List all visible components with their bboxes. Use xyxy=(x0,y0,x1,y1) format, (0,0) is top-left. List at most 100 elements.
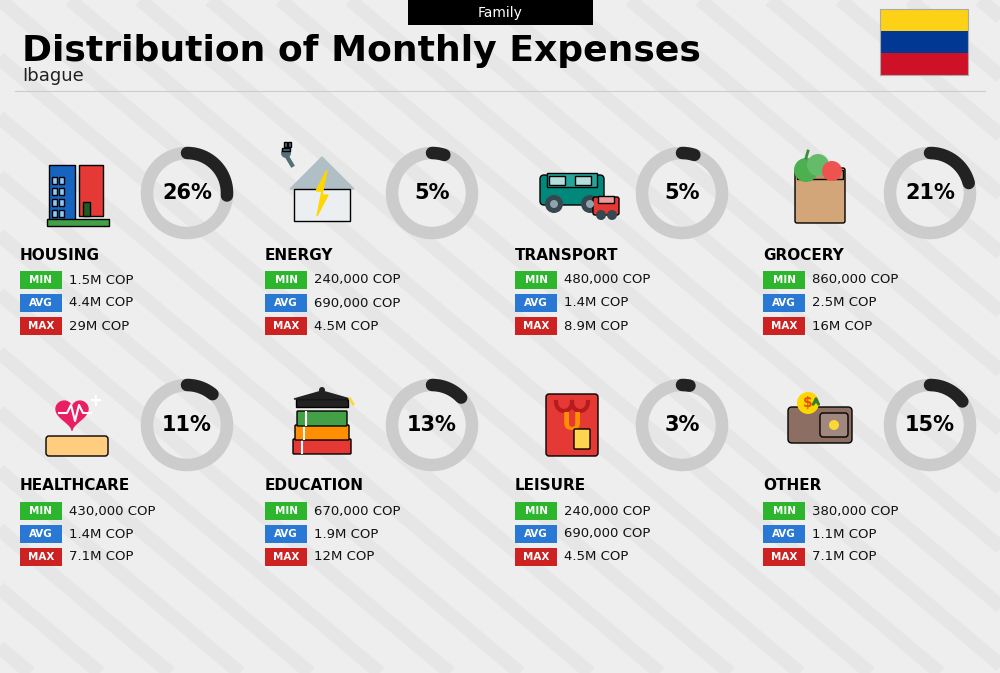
FancyBboxPatch shape xyxy=(265,502,307,520)
FancyBboxPatch shape xyxy=(52,210,57,217)
FancyBboxPatch shape xyxy=(788,407,852,443)
FancyBboxPatch shape xyxy=(880,9,968,31)
Text: 1.1M COP: 1.1M COP xyxy=(812,528,876,540)
FancyBboxPatch shape xyxy=(296,399,348,407)
Text: AVG: AVG xyxy=(524,529,548,539)
Text: 430,000 COP: 430,000 COP xyxy=(69,505,156,518)
Text: MAX: MAX xyxy=(771,321,797,331)
Circle shape xyxy=(545,195,563,213)
FancyBboxPatch shape xyxy=(20,548,62,566)
FancyBboxPatch shape xyxy=(549,176,565,185)
Text: 8.9M COP: 8.9M COP xyxy=(564,320,628,332)
Text: EDUCATION: EDUCATION xyxy=(265,479,364,493)
Circle shape xyxy=(797,392,819,414)
Text: HOUSING: HOUSING xyxy=(20,248,100,262)
FancyBboxPatch shape xyxy=(880,31,968,53)
Text: LEISURE: LEISURE xyxy=(515,479,586,493)
FancyBboxPatch shape xyxy=(265,294,307,312)
FancyBboxPatch shape xyxy=(763,525,805,543)
Text: AVG: AVG xyxy=(274,529,298,539)
Text: Family: Family xyxy=(478,6,522,20)
FancyBboxPatch shape xyxy=(820,413,848,437)
FancyBboxPatch shape xyxy=(880,53,968,75)
Text: GROCERY: GROCERY xyxy=(763,248,844,262)
FancyBboxPatch shape xyxy=(282,148,290,151)
FancyBboxPatch shape xyxy=(20,317,62,335)
Text: MAX: MAX xyxy=(523,552,549,562)
FancyBboxPatch shape xyxy=(515,548,557,566)
FancyBboxPatch shape xyxy=(288,142,291,147)
FancyBboxPatch shape xyxy=(20,271,62,289)
FancyBboxPatch shape xyxy=(515,317,557,335)
Text: 29M COP: 29M COP xyxy=(69,320,129,332)
FancyBboxPatch shape xyxy=(59,177,64,184)
FancyBboxPatch shape xyxy=(763,548,805,566)
FancyBboxPatch shape xyxy=(46,436,108,456)
Text: AVG: AVG xyxy=(772,298,796,308)
Text: AVG: AVG xyxy=(29,298,53,308)
Text: 240,000 COP: 240,000 COP xyxy=(314,273,400,287)
FancyBboxPatch shape xyxy=(763,294,805,312)
FancyBboxPatch shape xyxy=(265,525,307,543)
Text: 15%: 15% xyxy=(905,415,955,435)
FancyBboxPatch shape xyxy=(763,271,805,289)
FancyBboxPatch shape xyxy=(795,168,845,223)
FancyBboxPatch shape xyxy=(265,271,307,289)
FancyBboxPatch shape xyxy=(265,317,307,335)
Text: MIN: MIN xyxy=(30,506,52,516)
Text: TRANSPORT: TRANSPORT xyxy=(515,248,618,262)
FancyBboxPatch shape xyxy=(52,188,57,195)
FancyBboxPatch shape xyxy=(763,317,805,335)
Text: 240,000 COP: 240,000 COP xyxy=(564,505,650,518)
Polygon shape xyxy=(294,391,350,399)
Text: $: $ xyxy=(803,396,813,410)
FancyBboxPatch shape xyxy=(52,177,57,184)
Text: 26%: 26% xyxy=(162,183,212,203)
Text: 3%: 3% xyxy=(664,415,700,435)
Text: AVG: AVG xyxy=(772,529,796,539)
Text: Distribution of Monthly Expenses: Distribution of Monthly Expenses xyxy=(22,34,701,68)
FancyBboxPatch shape xyxy=(574,429,590,449)
Text: MAX: MAX xyxy=(523,321,549,331)
FancyBboxPatch shape xyxy=(515,271,557,289)
FancyBboxPatch shape xyxy=(20,525,62,543)
FancyBboxPatch shape xyxy=(59,210,64,217)
FancyBboxPatch shape xyxy=(83,202,90,216)
Text: 1.4M COP: 1.4M COP xyxy=(564,297,628,310)
FancyBboxPatch shape xyxy=(79,165,103,216)
Text: 21%: 21% xyxy=(905,183,955,203)
Text: 1.5M COP: 1.5M COP xyxy=(69,273,134,287)
Circle shape xyxy=(281,148,291,158)
Polygon shape xyxy=(290,157,354,189)
FancyBboxPatch shape xyxy=(515,525,557,543)
Text: 5%: 5% xyxy=(414,183,450,203)
Circle shape xyxy=(586,200,594,208)
Text: 690,000 COP: 690,000 COP xyxy=(564,528,650,540)
Text: OTHER: OTHER xyxy=(763,479,821,493)
Circle shape xyxy=(596,210,606,220)
Text: 480,000 COP: 480,000 COP xyxy=(564,273,650,287)
Text: AVG: AVG xyxy=(274,298,298,308)
FancyBboxPatch shape xyxy=(575,176,591,185)
FancyBboxPatch shape xyxy=(593,197,619,215)
FancyBboxPatch shape xyxy=(52,199,57,206)
FancyBboxPatch shape xyxy=(547,173,597,187)
Circle shape xyxy=(607,210,617,220)
Text: 5%: 5% xyxy=(664,183,700,203)
Circle shape xyxy=(550,200,558,208)
FancyBboxPatch shape xyxy=(294,189,350,221)
Text: MIN: MIN xyxy=(772,506,796,516)
Text: 7.1M COP: 7.1M COP xyxy=(812,551,876,563)
FancyBboxPatch shape xyxy=(59,199,64,206)
Text: MIN: MIN xyxy=(524,275,548,285)
Text: 1.4M COP: 1.4M COP xyxy=(69,528,133,540)
Text: ENERGY: ENERGY xyxy=(265,248,334,262)
Text: MIN: MIN xyxy=(274,275,298,285)
FancyBboxPatch shape xyxy=(297,411,347,426)
FancyBboxPatch shape xyxy=(59,188,64,195)
Text: MAX: MAX xyxy=(273,321,299,331)
Circle shape xyxy=(829,420,839,430)
FancyBboxPatch shape xyxy=(540,175,604,205)
FancyBboxPatch shape xyxy=(284,142,287,147)
Text: MIN: MIN xyxy=(30,275,52,285)
